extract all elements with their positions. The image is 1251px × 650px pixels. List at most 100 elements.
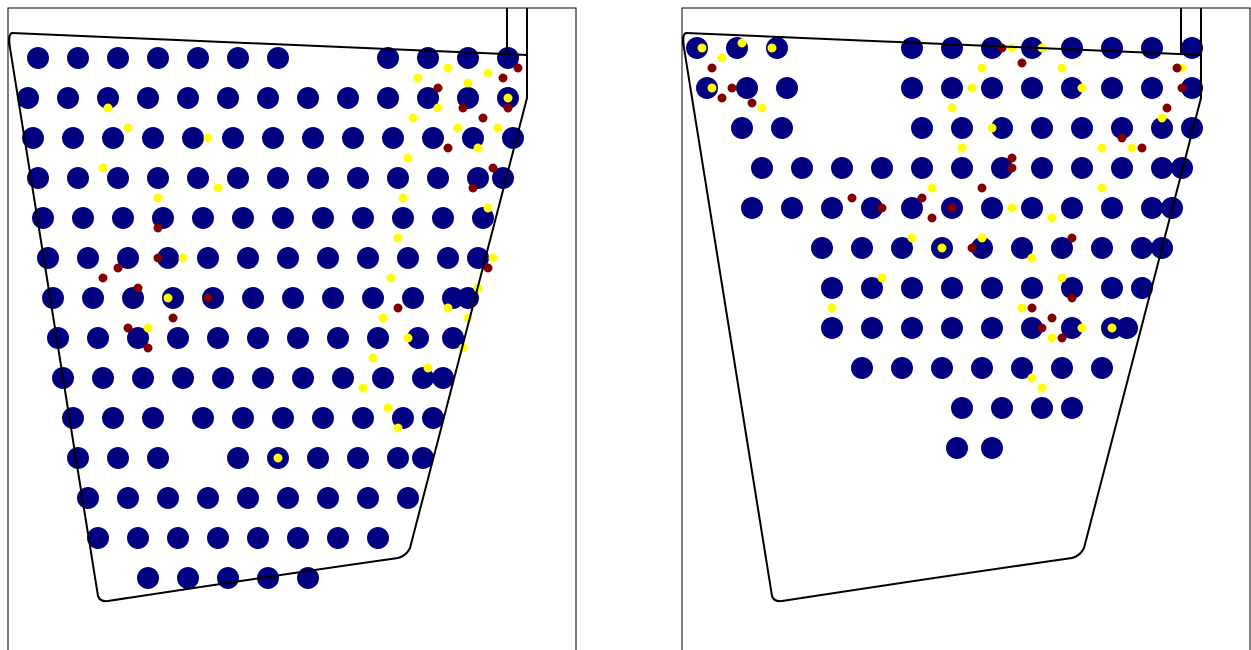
- scatter-point: [397, 487, 419, 509]
- scatter-point: [931, 357, 953, 379]
- scatter-point: [851, 357, 873, 379]
- scatter-point: [207, 527, 229, 549]
- scatter-point: [157, 487, 179, 509]
- scatter-point: [393, 233, 403, 243]
- scatter-point: [297, 87, 319, 109]
- scatter-point: [317, 487, 339, 509]
- scatter-point: [502, 127, 524, 149]
- scatter-point: [503, 103, 513, 113]
- scatter-point: [387, 167, 409, 189]
- scatter-point: [227, 447, 249, 469]
- scatter-point: [483, 68, 493, 78]
- scatter-point: [287, 327, 309, 349]
- scatter-point: [977, 63, 987, 73]
- scatter-point: [488, 253, 498, 263]
- scatter-point: [347, 167, 369, 189]
- scatter-point: [821, 317, 843, 339]
- scatter-point: [1162, 103, 1172, 113]
- scatter-point: [352, 207, 374, 229]
- scatter-point: [911, 117, 933, 139]
- scatter-point: [1021, 277, 1043, 299]
- scatter-point: [177, 567, 199, 589]
- scatter-point: [1177, 83, 1187, 93]
- scatter-point: [453, 123, 463, 133]
- scatter-point: [861, 277, 883, 299]
- scatter-point: [113, 263, 123, 273]
- scatter-point: [412, 367, 434, 389]
- scatter-point: [1031, 117, 1053, 139]
- scatter-point: [57, 87, 79, 109]
- scatter-point: [282, 287, 304, 309]
- scatter-point: [776, 77, 798, 99]
- scatter-point: [433, 83, 443, 93]
- scatter-point: [437, 247, 459, 269]
- scatter-point: [413, 73, 423, 83]
- scatter-point: [1151, 117, 1173, 139]
- scatter-point: [47, 327, 69, 349]
- scatter-point: [377, 47, 399, 69]
- scatter-point: [941, 77, 963, 99]
- scatter-point: [217, 567, 239, 589]
- scatter-point: [312, 407, 334, 429]
- scatter-point: [167, 527, 189, 549]
- scatter-point: [22, 127, 44, 149]
- scatter-point: [707, 63, 717, 73]
- scatter-point: [82, 287, 104, 309]
- scatter-point: [1011, 237, 1033, 259]
- scatter-point: [1091, 237, 1113, 259]
- scatter-point: [458, 103, 468, 113]
- scatter-point: [273, 453, 283, 463]
- scatter-point: [372, 367, 394, 389]
- court-notch: [506, 8, 528, 55]
- scatter-point: [513, 63, 523, 73]
- scatter-point: [1057, 273, 1067, 283]
- scatter-point: [981, 37, 1003, 59]
- scatter-point: [1157, 113, 1167, 123]
- scatter-point: [107, 47, 129, 69]
- scatter-point: [402, 287, 424, 309]
- scatter-point: [981, 317, 1003, 339]
- scatter-point: [697, 43, 707, 53]
- scatter-point: [403, 333, 413, 343]
- scatter-point: [967, 83, 977, 93]
- scatter-point: [383, 403, 393, 413]
- scatter-point: [861, 197, 883, 219]
- scatter-point: [42, 287, 64, 309]
- axes-frame: [7, 7, 577, 650]
- scatter-point: [153, 253, 163, 263]
- scatter-point: [287, 527, 309, 549]
- scatter-point: [262, 127, 284, 149]
- scatter-point: [1021, 197, 1043, 219]
- scatter-point: [737, 38, 747, 48]
- scatter-point: [27, 47, 49, 69]
- scatter-point: [483, 263, 493, 273]
- scatter-point: [1067, 233, 1077, 243]
- scatter-point: [412, 447, 434, 469]
- scatter-point: [971, 237, 993, 259]
- scatter-point: [247, 327, 269, 349]
- scatter-point: [1007, 43, 1017, 53]
- scatter-point: [187, 47, 209, 69]
- scatter-point: [272, 207, 294, 229]
- scatter-point: [767, 43, 777, 53]
- scatter-point: [17, 87, 39, 109]
- scatter-point: [731, 117, 753, 139]
- court-outline: [8, 31, 528, 603]
- scatter-point: [252, 367, 274, 389]
- scatter-point: [358, 383, 368, 393]
- scatter-point: [987, 123, 997, 133]
- scatter-point: [97, 87, 119, 109]
- scatter-point: [407, 327, 429, 349]
- scatter-point: [1037, 323, 1047, 333]
- scatter-point: [1007, 163, 1017, 173]
- scatter-point: [142, 127, 164, 149]
- scatter-point: [1011, 357, 1033, 379]
- scatter-point: [102, 407, 124, 429]
- scatter-point: [1181, 117, 1203, 139]
- scatter-point: [751, 157, 773, 179]
- scatter-point: [991, 117, 1013, 139]
- scatter-point: [197, 487, 219, 509]
- scatter-point: [771, 117, 793, 139]
- scatter-point: [257, 567, 279, 589]
- scatter-point: [503, 93, 513, 103]
